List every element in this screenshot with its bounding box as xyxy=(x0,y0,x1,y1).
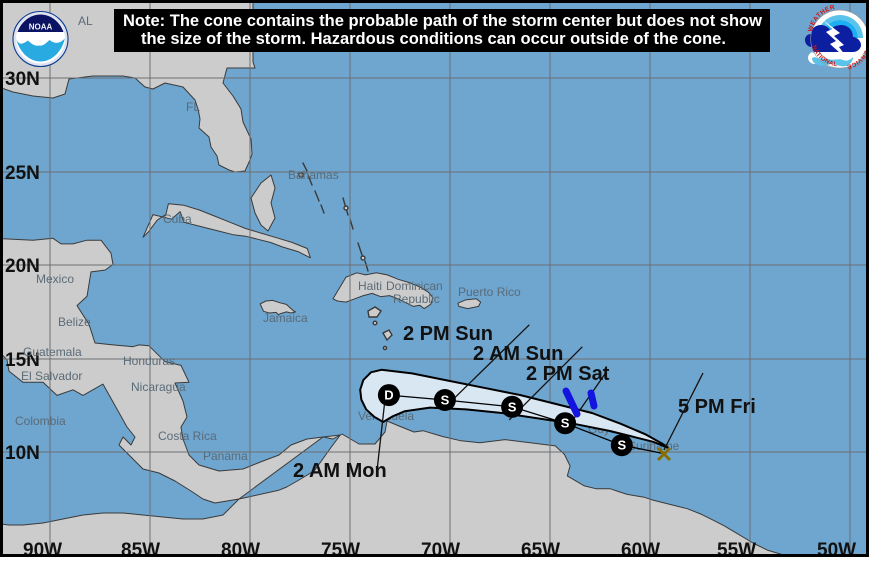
svg-text:2 PM Sun: 2 PM Sun xyxy=(403,323,493,345)
svg-text:Nicaragua: Nicaragua xyxy=(131,380,186,394)
svg-text:5 PM Fri: 5 PM Fri xyxy=(678,396,756,418)
svg-text:Colombia: Colombia xyxy=(15,414,66,428)
svg-text:65W: 65W xyxy=(521,540,560,557)
svg-text:Mexico: Mexico xyxy=(36,272,74,286)
svg-text:Bahamas: Bahamas xyxy=(288,168,339,182)
svg-text:Belize: Belize xyxy=(58,315,91,329)
svg-text:75W: 75W xyxy=(321,540,360,557)
svg-text:Guatemala: Guatemala xyxy=(23,345,82,359)
svg-text:Haiti: Haiti xyxy=(358,279,382,293)
svg-text:60W: 60W xyxy=(621,540,660,557)
svg-text:Panama: Panama xyxy=(203,449,248,463)
svg-text:25N: 25N xyxy=(5,163,40,184)
svg-text:2 AM Sun: 2 AM Sun xyxy=(473,343,563,365)
svg-text:Honduras: Honduras xyxy=(123,354,175,368)
svg-text:70W: 70W xyxy=(421,540,460,557)
svg-text:55W: 55W xyxy=(717,540,756,557)
svg-text:20N: 20N xyxy=(5,256,40,277)
svg-text:Puerto Rico: Puerto Rico xyxy=(458,285,521,299)
svg-text:S: S xyxy=(561,416,570,431)
svg-text:Note: The cone contains the pr: Note: The cone contains the probable pat… xyxy=(123,12,762,30)
svg-text:FL: FL xyxy=(186,100,200,114)
svg-text:Costa Rica: Costa Rica xyxy=(158,429,217,443)
svg-text:Cuba: Cuba xyxy=(163,212,192,226)
svg-text:2 PM Sat: 2 PM Sat xyxy=(526,363,610,385)
svg-text:D: D xyxy=(384,388,393,403)
svg-text:AL: AL xyxy=(78,14,93,28)
svg-text:Dominican: Dominican xyxy=(386,279,443,293)
svg-text:30N: 30N xyxy=(5,69,40,90)
svg-text:S: S xyxy=(441,393,450,408)
svg-text:10N: 10N xyxy=(5,443,40,464)
svg-text:S: S xyxy=(617,438,626,453)
svg-text:the size of the storm. Hazardo: the size of the storm. Hazardous conditi… xyxy=(141,30,726,48)
svg-text:50W: 50W xyxy=(817,540,856,557)
svg-text:85W: 85W xyxy=(121,540,160,557)
svg-text:Jamaica: Jamaica xyxy=(263,311,308,325)
svg-text:Republic: Republic xyxy=(393,292,440,306)
svg-text:NOAA: NOAA xyxy=(29,23,53,32)
svg-text:80W: 80W xyxy=(221,540,260,557)
svg-text:90W: 90W xyxy=(23,540,62,557)
svg-text:2 AM Mon: 2 AM Mon xyxy=(293,460,387,482)
svg-text:S: S xyxy=(508,399,517,414)
svg-text:El Salvador: El Salvador xyxy=(21,369,82,383)
